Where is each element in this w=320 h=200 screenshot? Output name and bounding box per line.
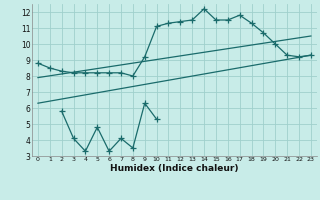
X-axis label: Humidex (Indice chaleur): Humidex (Indice chaleur) — [110, 164, 239, 173]
